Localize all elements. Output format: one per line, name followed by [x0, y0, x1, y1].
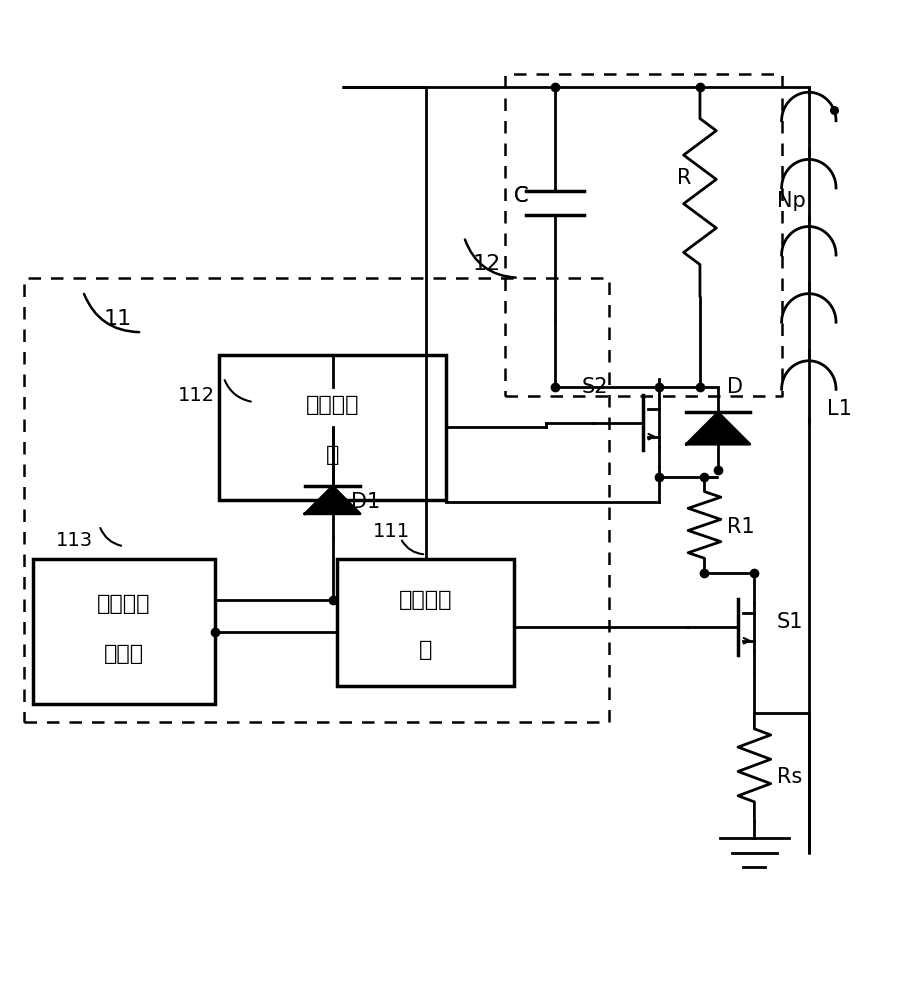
Text: 器: 器: [326, 445, 339, 465]
Bar: [219, 355, 446, 500]
Text: 112: 112: [177, 386, 215, 405]
Text: 电单元: 电单元: [104, 644, 144, 664]
Text: 113: 113: [56, 531, 93, 550]
Text: 第二控制: 第二控制: [306, 395, 359, 415]
Text: L1: L1: [827, 399, 852, 419]
Text: S2: S2: [582, 377, 609, 397]
Text: D: D: [727, 377, 743, 397]
Text: 12: 12: [472, 254, 501, 274]
Polygon shape: [305, 486, 360, 514]
Text: Np: Np: [777, 191, 806, 211]
Text: R: R: [677, 168, 692, 188]
Text: 控制器供: 控制器供: [97, 594, 151, 614]
Text: C: C: [514, 186, 529, 206]
Text: R1: R1: [727, 517, 754, 537]
Bar: [33, 559, 215, 704]
Text: D1: D1: [350, 492, 379, 512]
Text: 第一控制: 第一控制: [399, 590, 452, 610]
Text: Rs: Rs: [777, 767, 803, 787]
Polygon shape: [686, 412, 750, 444]
Bar: [337, 559, 514, 686]
Text: 111: 111: [373, 522, 410, 541]
Text: C: C: [514, 186, 529, 206]
Text: 11: 11: [104, 309, 132, 329]
Text: S1: S1: [777, 612, 804, 632]
Text: 器: 器: [419, 640, 432, 660]
